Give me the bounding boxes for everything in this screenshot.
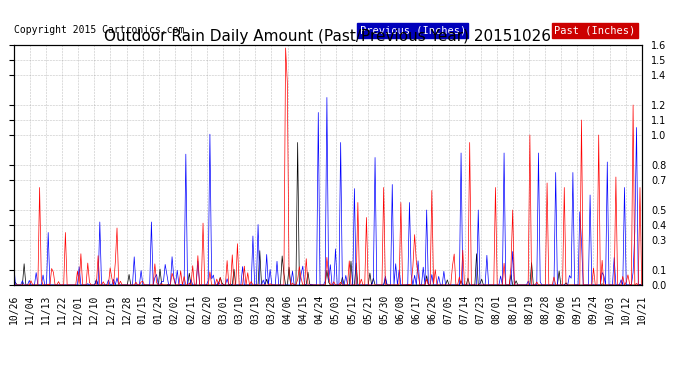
Title: Outdoor Rain Daily Amount (Past/Previous Year) 20151026: Outdoor Rain Daily Amount (Past/Previous… [104,29,551,44]
Text: Previous (Inches): Previous (Inches) [359,26,466,35]
Text: Past (Inches): Past (Inches) [554,26,635,35]
Text: Copyright 2015 Cartronics.com: Copyright 2015 Cartronics.com [14,26,184,35]
